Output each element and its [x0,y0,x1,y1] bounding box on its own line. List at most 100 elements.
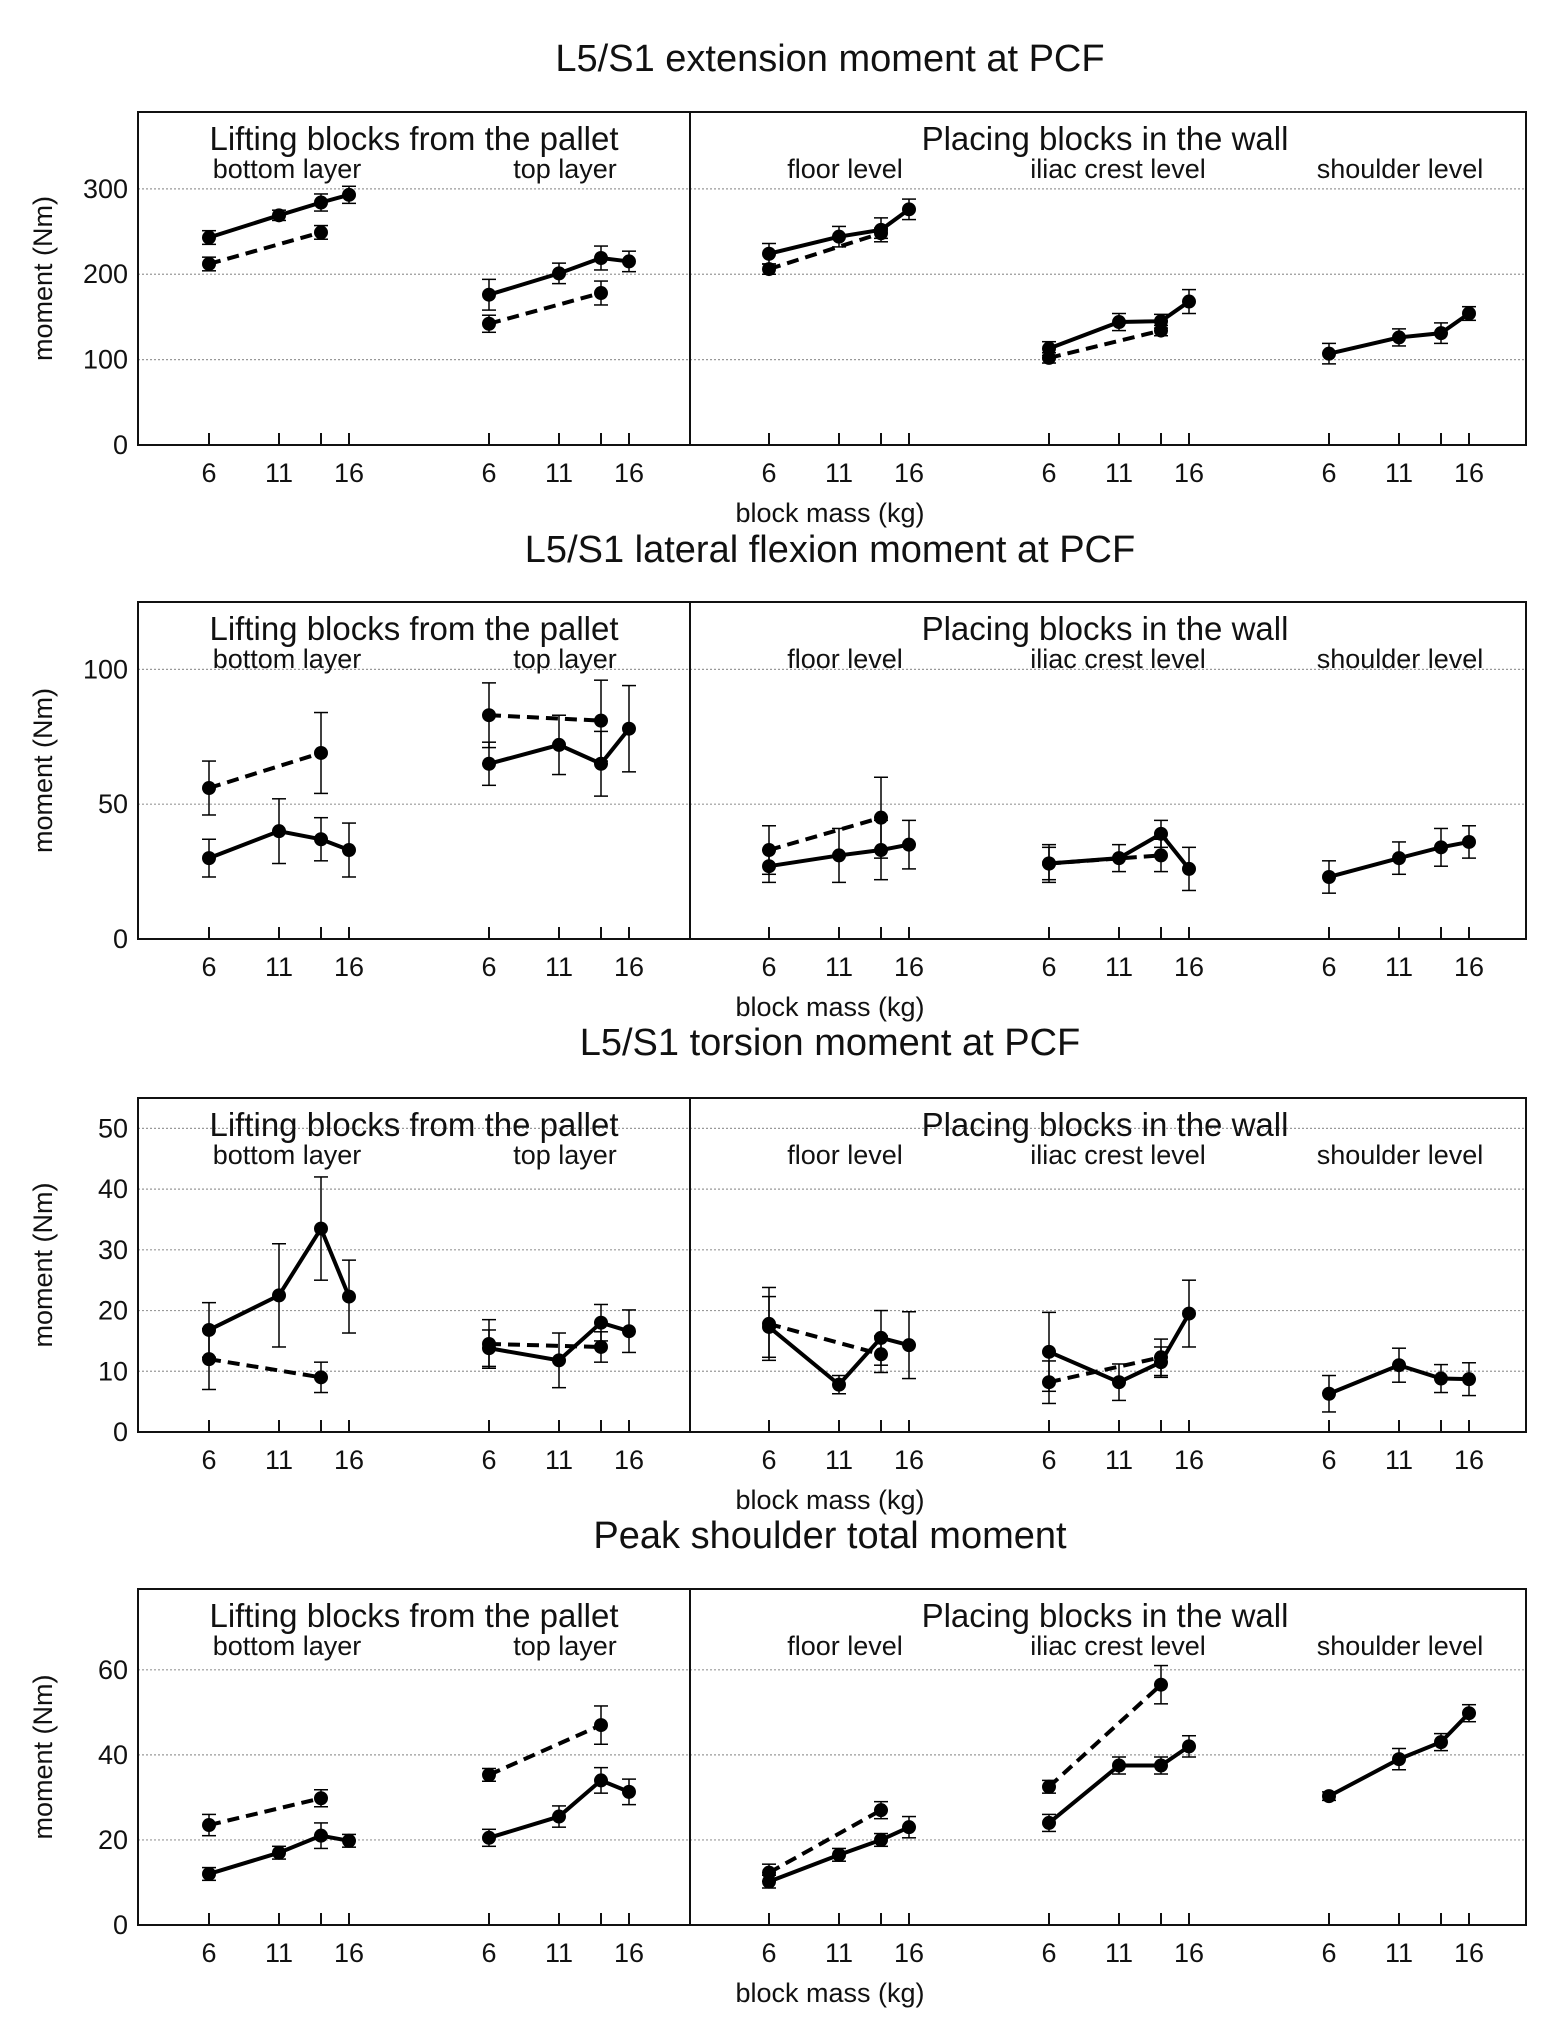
x-tick-label: 6 [1321,1938,1336,1968]
chart-title: L5/S1 torsion moment at PCF [580,1022,1081,1064]
x-tick-label: 16 [1174,458,1204,488]
y-axis-label: moment (Nm) [28,1674,58,1839]
dashed-series-line [1047,1683,1163,1789]
group-title: Placing blocks in the wall [922,120,1289,157]
dashed-series-line [208,751,322,790]
dashed-series-line [768,1321,882,1357]
x-tick-label: 6 [1321,1445,1336,1475]
x-tick-label: 16 [1454,1938,1484,1968]
solid-series-line [488,1320,630,1363]
solid-data-point [1322,346,1336,361]
solid-data-point [622,1324,636,1339]
subgroup-label: iliac crest level [1030,154,1206,184]
solid-data-point [1042,1815,1056,1830]
dashed-data-point [314,1791,328,1806]
solid-data-point [902,202,916,217]
solid-data-point [1434,1735,1448,1750]
x-tick-label: 11 [825,952,853,982]
x-axis-label: block mass (kg) [735,1978,924,2008]
solid-data-point [1434,326,1448,341]
chart-title: L5/S1 extension moment at PCF [555,38,1104,80]
x-tick-label: 6 [481,458,496,488]
x-tick-label: 6 [761,952,776,982]
solid-data-point [762,246,776,261]
dashed-data-point [594,713,608,728]
solid-data-point [552,266,566,281]
group-title: Placing blocks in the wall [922,1106,1289,1143]
dashed-series-line [488,291,602,326]
dashed-data-point [1154,1677,1168,1692]
solid-data-point [1322,1789,1336,1804]
solid-data-point [762,1319,776,1334]
solid-data-point [1434,1371,1448,1386]
subgroup-label: floor level [787,154,903,184]
solid-data-point [594,1773,608,1788]
subgroup-label: floor level [787,644,903,674]
x-tick-label: 16 [334,1938,364,1968]
dashed-data-point [314,225,328,240]
solid-data-point [1042,856,1056,871]
y-tick-label: 40 [98,1740,128,1770]
y-axis-label: moment (Nm) [28,196,58,361]
group-title: Lifting blocks from the pallet [209,1597,618,1634]
solid-series-line [1048,299,1191,351]
subgroup-label: bottom layer [213,154,362,184]
x-tick-label: 16 [894,458,924,488]
solid-data-point [314,832,328,847]
solid-data-point [762,1874,776,1889]
solid-series-line [1048,1312,1191,1385]
x-tick-label: 11 [1385,1938,1413,1968]
x-tick-label: 11 [265,458,293,488]
solid-data-point [874,1832,888,1847]
y-tick-label: 300 [83,174,128,204]
solid-data-point [622,254,636,269]
x-tick-label: 6 [201,1445,216,1475]
x-tick-label: 11 [825,458,853,488]
y-tick-label: 60 [98,1655,128,1685]
x-tick-label: 16 [894,1938,924,1968]
solid-data-point [1434,840,1448,855]
x-tick-label: 6 [201,1938,216,1968]
x-tick-label: 6 [761,1938,776,1968]
solid-series-line [208,192,350,240]
y-tick-label: 20 [98,1825,128,1855]
plot-frame [137,1588,1527,1926]
x-tick-label: 6 [1041,1445,1056,1475]
solid-series-line [1328,311,1471,356]
dashed-data-point [202,1352,216,1367]
group-title: Lifting blocks from the pallet [209,120,618,157]
x-tick-label: 6 [201,952,216,982]
solid-data-point [314,1828,328,1843]
y-tick-label: 30 [98,1235,128,1265]
subgroup-label: iliac crest level [1030,1631,1206,1661]
x-tick-label: 16 [894,952,924,982]
dashed-data-point [314,1370,328,1385]
solid-series-line [1047,1744,1191,1825]
solid-data-point [874,222,888,237]
x-axis-label: block mass (kg) [735,992,924,1022]
solid-data-point [874,1330,888,1345]
solid-data-point [1154,1758,1168,1773]
solid-data-point [272,1845,286,1860]
x-tick-label: 16 [1174,952,1204,982]
solid-data-point [1154,314,1168,329]
solid-data-point [272,208,286,223]
dashed-data-point [202,1818,216,1833]
solid-series-line [208,1224,351,1332]
solid-data-point [1154,1355,1168,1370]
solid-data-point [314,1221,328,1236]
subgroup-label: top layer [513,154,617,184]
subgroup-label: bottom layer [213,1140,362,1170]
solid-data-point [762,859,776,874]
dashed-data-point [1154,848,1168,863]
y-tick-label: 200 [83,259,128,289]
dashed-data-point [482,708,496,723]
x-tick-label: 11 [1105,458,1133,488]
solid-data-point [1182,861,1196,876]
x-tick-label: 11 [545,1445,573,1475]
x-tick-label: 6 [761,458,776,488]
solid-series-line [1328,839,1470,879]
solid-data-point [622,1784,636,1799]
solid-data-point [1392,330,1406,345]
solid-data-point [482,756,496,771]
